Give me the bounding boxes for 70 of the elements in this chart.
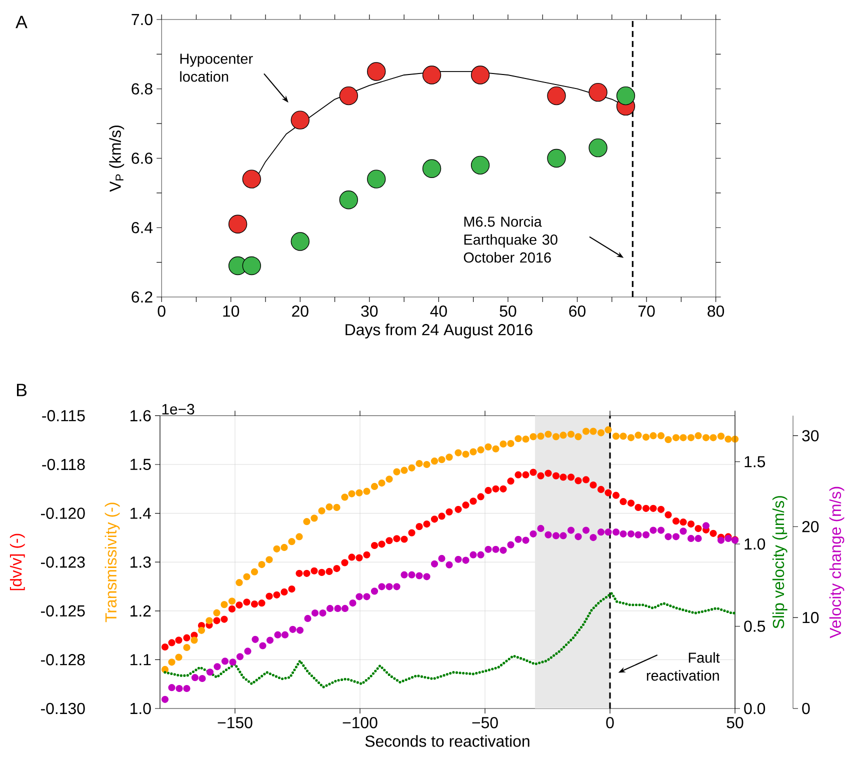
x-tick-label: 50 <box>500 306 516 317</box>
y2-tick-label: 1.1 <box>130 654 151 666</box>
point <box>290 232 310 251</box>
annotation: M6.5 Norcia Earthquake 30 October 2016 <box>464 216 558 263</box>
y2-axis-title: Velocity change (m/s) <box>829 486 844 638</box>
y-tick-label: 6.4 <box>132 222 153 234</box>
point <box>228 214 248 234</box>
y-tick-label: -0.123 <box>40 556 85 568</box>
x-axis-title: Seconds to reactivation <box>365 735 530 747</box>
point <box>588 82 608 102</box>
y-tick-label: 0.0 <box>744 702 766 714</box>
point <box>470 156 490 175</box>
annotation: Hypocenter location <box>180 54 253 82</box>
y-tick-label: -0.118 <box>42 458 85 470</box>
point <box>367 62 386 81</box>
point <box>339 190 358 210</box>
x-tick-label: −100 <box>342 717 378 728</box>
x-tick-label: 50 <box>726 717 744 728</box>
y-axis-title: Slip velocity (μm/s) <box>772 496 788 628</box>
y-tick-label: -0.128 <box>40 654 85 666</box>
x-tick-label: −150 <box>218 717 252 728</box>
text: 1e−3 <box>162 404 194 414</box>
point <box>242 256 262 276</box>
x-tick-label: 40 <box>430 306 447 317</box>
y-tick-label: 1.0 <box>744 538 766 550</box>
y2-tick-label: 10 <box>802 612 819 624</box>
y2-tick-label: 1.2 <box>130 605 151 616</box>
x-tick-label: 0 <box>606 717 614 728</box>
y-axis-title: V$_{P}$ (km/s) <box>109 126 124 192</box>
x-tick-label: 0 <box>158 306 166 317</box>
y2-axis-title: Transmissivity (-) <box>104 502 120 622</box>
y-tick-label: -0.125 <box>40 605 85 617</box>
y2-tick-label: 30 <box>802 430 819 442</box>
y-axis-title: [dv/v] (-) <box>10 534 25 590</box>
point <box>367 170 386 188</box>
point <box>470 66 490 84</box>
point <box>339 86 358 106</box>
point <box>290 110 310 130</box>
y-tick-label: 6.6 <box>132 152 152 164</box>
y2-tick-label: 20 <box>802 521 819 532</box>
y2-tick-label: 1.6 <box>130 410 151 422</box>
x-tick-label: 70 <box>638 306 655 317</box>
point <box>422 66 442 84</box>
x-tick-label: 80 <box>708 306 724 317</box>
y-tick-label: 6.8 <box>132 83 152 95</box>
y-tick-label: 7.0 <box>132 14 152 26</box>
x-tick-label: 60 <box>569 306 586 317</box>
text: A <box>16 16 28 28</box>
y-tick-label: 0.5 <box>744 620 766 632</box>
point <box>242 170 262 188</box>
y2-tick-label: 0 <box>802 702 810 714</box>
annotation: Fault reactivation <box>646 652 720 681</box>
y2-tick-label: 1.3 <box>130 556 151 568</box>
y-tick-label: -0.115 <box>42 410 85 422</box>
y2-tick-label: 1.4 <box>130 508 152 519</box>
x-tick-label: 10 <box>223 306 240 317</box>
point <box>547 148 566 168</box>
y-tick-label: -0.120 <box>40 508 85 519</box>
y-tick-label: 6.2 <box>132 291 152 303</box>
point <box>616 86 636 106</box>
point <box>547 86 566 106</box>
x-tick-label: −50 <box>472 717 498 728</box>
point <box>588 138 608 158</box>
y-tick-label: 1.5 <box>744 456 766 468</box>
x-tick-label: 30 <box>361 306 378 317</box>
x-tick-label: 20 <box>292 306 308 317</box>
text: B <box>16 384 27 396</box>
x-axis-title: Days from 24 August 2016 <box>346 324 532 338</box>
point <box>422 159 442 178</box>
y-tick-label: -0.130 <box>40 702 85 714</box>
